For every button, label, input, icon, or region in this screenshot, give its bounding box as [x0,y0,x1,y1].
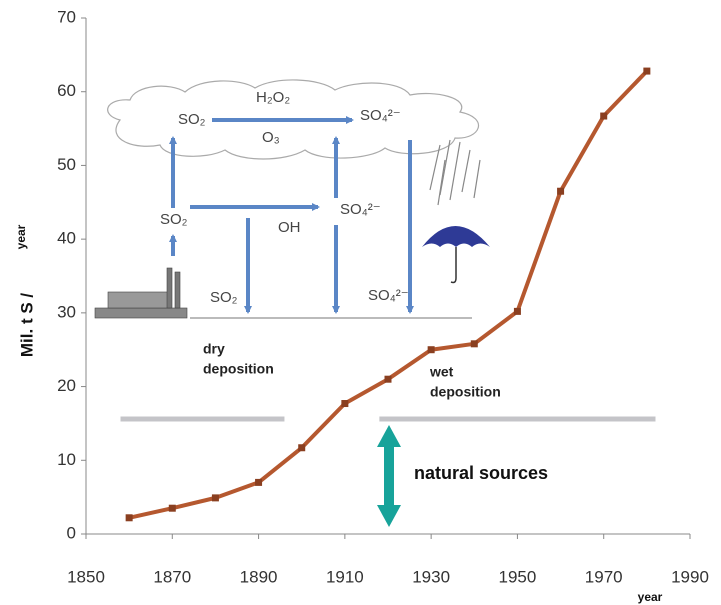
y-axis-label: Mil. t S / [17,293,36,358]
annotation: OH [278,219,301,236]
y-tick-label: 30 [57,302,76,321]
data-point [470,340,478,348]
y-tick-label: 50 [57,155,76,174]
data-point [211,494,219,502]
annotation: natural sources [414,463,548,483]
data-point [557,187,565,195]
annotation: O₃ [262,129,280,146]
natural-arrow [377,425,401,527]
y-tick-label: 10 [57,450,76,469]
y-tick-label: 0 [67,523,76,542]
y-tick-label: 70 [57,7,76,26]
data-point [384,375,392,383]
annotation: H₂O₂ [256,89,290,106]
data-point [427,346,435,354]
y-tick-label: 20 [57,376,76,395]
data-point [341,400,349,408]
x-tick-label: 1930 [412,567,450,586]
annotation: SO₂ [178,111,206,128]
data-point [125,514,133,522]
data-point [168,504,176,512]
annotation: SO₂ [160,211,188,228]
annotation: SO₄²⁻ [368,287,409,304]
x-tick-label: 1950 [499,567,537,586]
data-point [255,478,263,486]
x-tick-label: 1970 [585,567,623,586]
diagram [94,79,490,527]
umbrella [422,226,490,284]
annotation: deposition [203,361,274,377]
annotation: SO₄²⁻ [360,107,401,124]
data-point [600,112,608,120]
annotation: wet [429,364,454,380]
annotation: SO₄²⁻ [340,201,381,218]
y-axis-label-sub: year [14,224,28,249]
x-tick-label: 1910 [326,567,364,586]
factory [94,267,188,319]
x-tick-label: 1850 [67,567,105,586]
data-point [643,67,651,75]
y-tick-label: 60 [57,81,76,100]
x-tick-label: 1890 [240,567,278,586]
data-point [298,444,306,452]
arrows [169,116,414,314]
x-tick-label: 1990 [671,567,709,586]
annotation: dry [203,341,225,357]
x-tick-label: 1870 [153,567,191,586]
annotation: deposition [430,384,501,400]
data-point [513,307,521,315]
annotation: SO₂ [210,289,238,306]
x-axis-label: year [638,590,663,604]
y-tick-label: 40 [57,229,76,248]
rain [429,139,481,206]
